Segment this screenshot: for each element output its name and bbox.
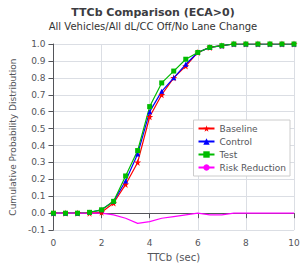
svg-text:0.7: 0.7 bbox=[31, 90, 45, 100]
svg-text:4: 4 bbox=[147, 238, 153, 248]
svg-text:0.9: 0.9 bbox=[31, 56, 46, 66]
svg-text:0.1: 0.1 bbox=[31, 191, 45, 201]
svg-text:0: 0 bbox=[51, 238, 57, 248]
svg-text:8: 8 bbox=[243, 238, 249, 248]
svg-text:Risk Reduction: Risk Reduction bbox=[219, 163, 286, 173]
svg-text:0.6: 0.6 bbox=[31, 107, 46, 117]
svg-text:Cumulative Probability Distrib: Cumulative Probability Distribution bbox=[8, 58, 18, 215]
svg-text:Test: Test bbox=[218, 150, 237, 160]
svg-text:TTCb Comparison (ECA>0): TTCb Comparison (ECA>0) bbox=[71, 6, 234, 19]
svg-text:All Vehicles/All dL/CC Off/No: All Vehicles/All dL/CC Off/No Lane Chang… bbox=[49, 21, 258, 32]
svg-text:0.8: 0.8 bbox=[31, 73, 46, 83]
svg-text:Control: Control bbox=[219, 137, 252, 147]
svg-text:0.0: 0.0 bbox=[31, 208, 46, 218]
svg-text:TTCb (sec): TTCb (sec) bbox=[146, 252, 200, 263]
svg-text:0.5: 0.5 bbox=[31, 124, 45, 134]
svg-text:10: 10 bbox=[288, 238, 300, 248]
svg-text:Baseline: Baseline bbox=[219, 124, 258, 134]
svg-text:6: 6 bbox=[195, 238, 201, 248]
svg-text:2: 2 bbox=[99, 238, 105, 248]
svg-text:0.2: 0.2 bbox=[31, 174, 45, 184]
svg-text:1.0: 1.0 bbox=[31, 39, 46, 49]
svg-text:0.3: 0.3 bbox=[31, 157, 45, 167]
svg-text:-0.1: -0.1 bbox=[28, 225, 46, 235]
svg-text:0.4: 0.4 bbox=[31, 141, 46, 151]
